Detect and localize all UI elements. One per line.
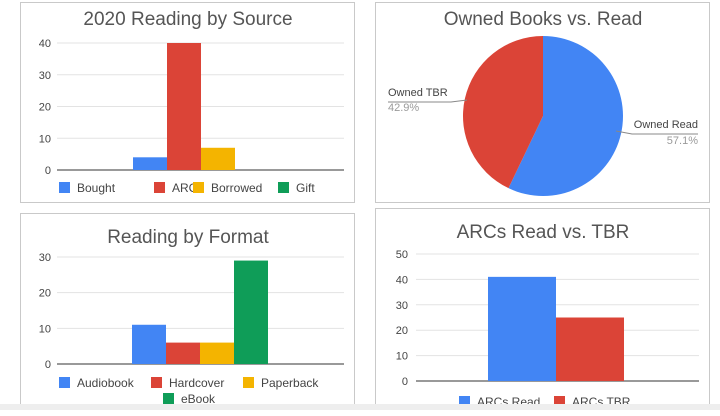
chart-title: 2020 Reading by Source <box>83 9 292 30</box>
chart-title: Reading by Format <box>107 227 269 248</box>
pie-label-owned-read: Owned Read <box>634 119 698 131</box>
y-tick-label: 20 <box>396 325 408 337</box>
legend-swatch <box>59 377 70 388</box>
pie-leader-owned-read <box>615 130 698 135</box>
y-tick-label: 50 <box>396 249 408 261</box>
bar-borrowed <box>201 147 235 170</box>
legend-label: Hardcover <box>169 376 224 390</box>
bar-arcs-read <box>488 276 556 381</box>
y-tick-label: 10 <box>39 133 51 145</box>
legend-label: Bought <box>77 181 116 195</box>
y-tick-label: 10 <box>39 323 51 335</box>
legend-label: Gift <box>296 181 315 195</box>
pie-slice-owned-read <box>508 36 623 196</box>
chart-owned-svg: Owned Books vs. Read Owned TBR 42.9% Own… <box>388 9 698 196</box>
y-tick-label: 20 <box>39 288 51 300</box>
bar-ebook <box>234 260 268 364</box>
bar-hardcover <box>166 342 200 364</box>
y-tick-label: 0 <box>45 359 51 371</box>
y-tick-label: 30 <box>396 300 408 312</box>
y-tick-label: 20 <box>39 102 51 114</box>
legend-label: Borrowed <box>211 181 262 195</box>
chart-panel-owned: Owned Books vs. Read Owned TBR 42.9% Own… <box>375 2 710 203</box>
pie-pct-owned-tbr: 42.9% <box>388 102 419 114</box>
bar-arcs-tbr <box>556 317 624 381</box>
legend-label: ARC <box>172 181 198 195</box>
pie-leader-owned-tbr <box>388 99 468 103</box>
bottom-scroll-strip <box>0 404 720 410</box>
chart-title: Owned Books vs. Read <box>444 9 643 30</box>
bar-audiobook <box>132 324 166 364</box>
legend-swatch <box>59 182 70 193</box>
pie-pct-owned-read: 57.1% <box>667 135 698 147</box>
y-tick-label: 30 <box>39 252 51 264</box>
y-tick-label: 30 <box>39 70 51 82</box>
legend-label: eBook <box>181 392 216 406</box>
legend-swatch <box>193 182 204 193</box>
chart-source-svg: 2020 Reading by Source 0 10 20 30 40 Bought A… <box>39 9 344 195</box>
y-tick-label: 10 <box>396 351 408 363</box>
chart-panel-format: Reading by Format 0 10 20 30 Audiobook Hardc… <box>20 213 355 410</box>
legend-swatch <box>151 377 162 388</box>
legend-swatch <box>278 182 289 193</box>
y-tick-label: 40 <box>39 38 51 50</box>
y-tick-label: 40 <box>396 274 408 286</box>
pie-label-owned-tbr: Owned TBR <box>388 87 448 99</box>
bar-bought <box>133 157 167 170</box>
chart-title: ARCs Read vs. TBR <box>457 222 630 243</box>
pie-slice-owned-tbr <box>462 36 543 189</box>
legend-label: Paperback <box>261 376 319 390</box>
bar-paperback <box>200 342 234 364</box>
y-tick-label: 0 <box>45 165 51 177</box>
legend-swatch <box>154 182 165 193</box>
chart-format-svg: Reading by Format 0 10 20 30 Audiobook Hardc… <box>39 227 344 406</box>
legend-swatch <box>459 396 470 407</box>
chart-panel-source: 2020 Reading by Source 0 10 20 30 40 Bought A… <box>20 2 355 203</box>
legend-swatch <box>243 377 254 388</box>
legend-swatch <box>554 396 565 407</box>
legend-label: Audiobook <box>77 376 135 390</box>
legend-swatch <box>163 393 174 404</box>
chart-panel-arcs: ARCs Read vs. TBR 0 10 20 30 40 50 ARCs Read A… <box>375 208 710 410</box>
bar-arc <box>167 43 201 170</box>
y-tick-label: 0 <box>402 376 408 388</box>
